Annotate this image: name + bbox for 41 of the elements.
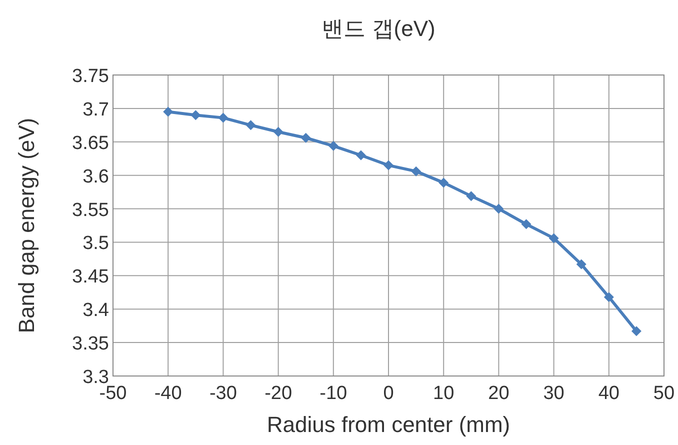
y-tick-label: 3.75 (72, 66, 109, 87)
point (273, 126, 284, 137)
y-tick-label: 3.5 (82, 233, 109, 254)
point (521, 219, 532, 230)
y-tick-label: 3.45 (72, 266, 109, 288)
point (246, 120, 256, 130)
point (604, 292, 614, 302)
x-tick-label: 50 (653, 383, 675, 404)
y-axis-title: Band gap energy (eV) (14, 118, 39, 334)
y-tick-label: 3.35 (72, 334, 109, 355)
x-axis-title: Radius from center (mm) (266, 412, 510, 437)
point (384, 160, 394, 170)
x-tick-label: 30 (543, 383, 564, 404)
y-tick-label: 3.6 (82, 166, 109, 188)
x-tick-label: -40 (154, 383, 182, 404)
x-tick-label: 20 (488, 383, 510, 404)
x-tick-label: 40 (598, 383, 620, 404)
point (300, 132, 311, 143)
y-tick-label: 3.4 (82, 300, 110, 322)
point (438, 178, 449, 188)
x-tick-label: 0 (383, 383, 394, 404)
x-tick-label: -30 (209, 383, 237, 404)
point (411, 166, 422, 176)
point (163, 106, 174, 117)
point (328, 140, 338, 151)
point (356, 150, 366, 160)
x-tick-label: -50 (99, 383, 127, 404)
x-tick-label: -20 (264, 383, 292, 404)
point (494, 204, 504, 214)
point (190, 110, 201, 120)
y-tick-label: 3.55 (72, 200, 109, 221)
point (548, 233, 559, 244)
y-tick-label: 3.7 (82, 99, 109, 120)
x-tick-label: 10 (433, 383, 454, 404)
x-tick-label: -10 (320, 383, 348, 404)
y-tick-label: 3.65 (72, 132, 109, 154)
point (218, 112, 228, 123)
point (631, 326, 642, 336)
chart-title: 밴드 갭(eV) (322, 16, 436, 41)
point (576, 259, 586, 270)
point (466, 191, 476, 202)
